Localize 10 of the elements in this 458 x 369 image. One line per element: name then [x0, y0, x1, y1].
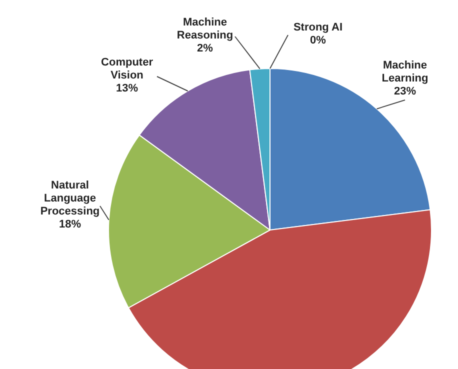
data-label: 23% — [394, 86, 416, 98]
slice-label: Machine Learning — [382, 60, 428, 85]
data-label: 13% — [116, 82, 138, 95]
data-label: 18% — [58, 218, 82, 231]
slice-label: Computer Vision — [101, 56, 154, 82]
text: 0% — [310, 34, 326, 47]
category-label: Strong AI — [293, 22, 343, 34]
data-label: 2% — [197, 42, 214, 55]
slice-label: Machine Reasoning — [176, 16, 234, 42]
slice-label: Natural Language Processing — [40, 180, 100, 218]
